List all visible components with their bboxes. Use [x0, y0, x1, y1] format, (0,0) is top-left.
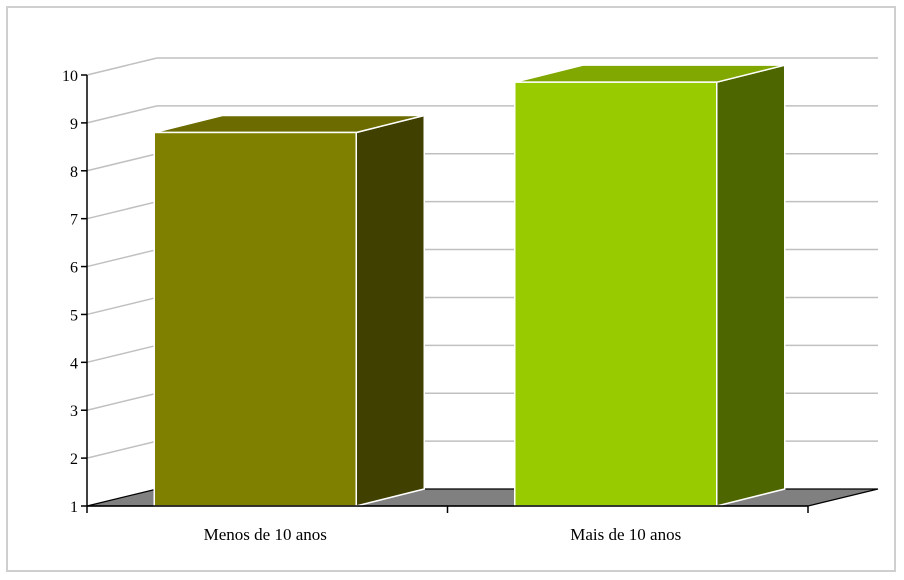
y-tick-label: 2	[70, 451, 78, 468]
y-tick-label: 10	[62, 68, 78, 85]
gridline-side	[86, 344, 158, 364]
y-tick-label: 7	[70, 212, 78, 229]
y-tick-label: 6	[70, 260, 78, 277]
gridline-side	[86, 296, 158, 316]
bar	[514, 64, 786, 507]
bar-front	[153, 131, 357, 507]
gridline-side	[86, 440, 158, 459]
gridline-side	[86, 57, 158, 76]
bar-side	[716, 64, 786, 507]
bar-side	[355, 114, 425, 507]
bar	[153, 114, 425, 507]
gridline-side	[86, 153, 158, 172]
gridline-side	[86, 392, 158, 411]
tick-labels: 1 2 3 4 5 6 7 8 9 10 Menos de 10 anos Mais de 10 an…	[62, 68, 681, 544]
axes	[81, 74, 809, 513]
x-tick-label: Mais de 10 anos	[570, 525, 681, 544]
y-tick-label: 5	[70, 307, 78, 324]
y-tick-label: 9	[70, 116, 78, 133]
y-tick-label: 1	[70, 499, 78, 516]
y-tick-label: 4	[70, 355, 78, 372]
y-tick-label: 3	[70, 403, 78, 420]
x-tick-label: Menos de 10 anos	[204, 525, 327, 544]
y-tick-label: 8	[70, 164, 78, 181]
gridline-side	[86, 248, 158, 268]
gridline-side	[86, 105, 158, 124]
gridline-side	[86, 200, 158, 220]
bars	[153, 64, 786, 507]
bar-front	[514, 81, 718, 507]
